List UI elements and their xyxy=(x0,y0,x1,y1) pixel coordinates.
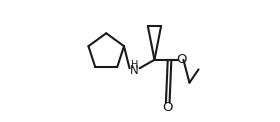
Text: O: O xyxy=(162,101,173,114)
Text: N: N xyxy=(130,64,139,76)
Text: H: H xyxy=(131,60,138,70)
Text: O: O xyxy=(176,53,186,66)
